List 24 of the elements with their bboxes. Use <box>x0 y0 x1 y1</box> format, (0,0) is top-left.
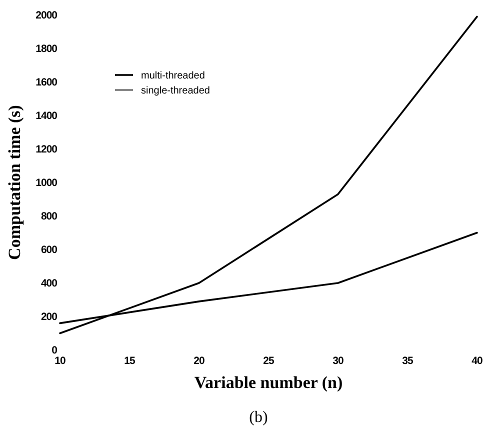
x-axis-title: Variable number (n) <box>194 373 343 392</box>
y-tick-label: 200 <box>40 311 58 324</box>
y-tick-label: 0 <box>52 344 58 357</box>
y-tick-label: 1800 <box>36 43 58 56</box>
x-tick-label: 30 <box>332 355 344 367</box>
y-axis-title: Computation time (s) <box>5 105 24 260</box>
y-tick-label: 600 <box>40 244 58 256</box>
x-tick-label: 35 <box>402 355 414 367</box>
x-tick-label: 20 <box>194 355 205 367</box>
y-tick-label: 2000 <box>36 10 58 22</box>
x-tick-label: 10 <box>54 355 66 367</box>
x-tick-label: 15 <box>124 355 136 367</box>
x-tick-label: 25 <box>263 355 274 367</box>
legend-label: single-threaded <box>141 86 210 96</box>
y-tick-label: 1400 <box>36 110 58 122</box>
y-tick-label: 1600 <box>36 76 58 89</box>
y-tick-label: 1200 <box>36 144 58 156</box>
y-tick-label: 400 <box>40 278 58 290</box>
y-tick-label: 1000 <box>36 177 58 190</box>
line-series <box>59 16 478 334</box>
text: (b) <box>249 409 268 426</box>
y-tick-label: 800 <box>40 210 58 223</box>
x-tick-label: 40 <box>472 355 483 367</box>
legend-label: multi-threaded <box>141 70 205 82</box>
